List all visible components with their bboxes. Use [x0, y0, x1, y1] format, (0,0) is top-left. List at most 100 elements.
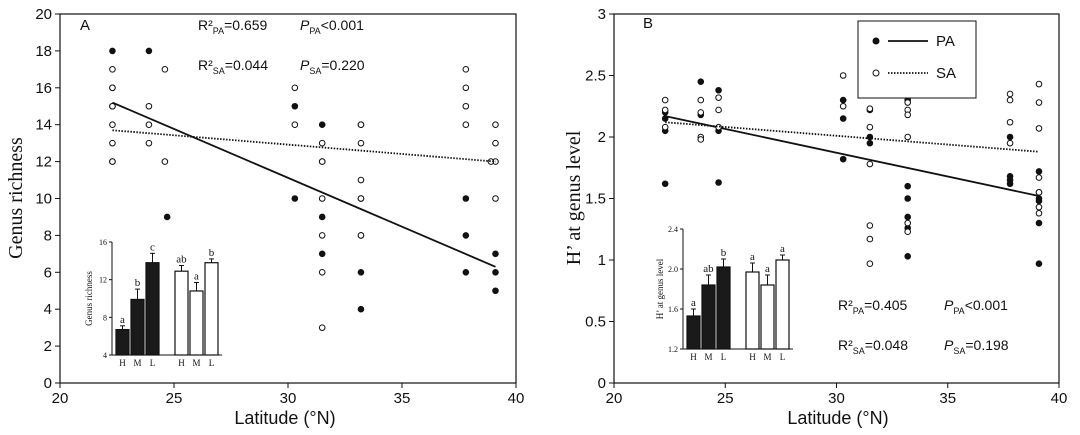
- panel-a-series-pa-point: [110, 48, 116, 54]
- panel-b-legend-label: SA: [936, 65, 956, 82]
- panel-a-series-pa-point: [358, 306, 364, 312]
- panel-a-series-sa-point: [463, 103, 469, 109]
- panel-a-inset-bar: [131, 299, 144, 355]
- panel-a-series-pa-point: [319, 251, 325, 257]
- panel-a-inset-x-tick-label: H: [178, 358, 185, 368]
- panel-a-series-sa-point: [110, 67, 116, 73]
- panel-b-legend-marker: [873, 70, 879, 76]
- panel-b-x-tick-label: 25: [717, 390, 734, 407]
- panel-b-inset-sig-letter: a: [691, 297, 696, 309]
- panel-a-y-tick-label: 18: [35, 43, 52, 60]
- panel-b-plot: 20 25 30 35 40 0 0.5 1 1.5 2 2.5 3 R²PA=0.405 PPA<0.0…: [585, 6, 1067, 407]
- panel-b-inset-x-tick-label: H: [749, 352, 756, 362]
- panel-b-x-tick-label: 30: [828, 390, 845, 407]
- panel-b-y-tick-label: 1.5: [585, 191, 606, 208]
- panel-a: 20 25 30 35 40 0 2 4 6 8 10 12 14 16 18 20 R²PA=0.659 PPA…: [5, 6, 524, 428]
- panel-a-inset-bar: [175, 271, 188, 355]
- panel-a-y-tick-label: 10: [35, 191, 52, 208]
- panel-b-legend-marker: [873, 38, 879, 44]
- panel-b-stat-r2: R²SA=0.048: [838, 337, 908, 356]
- panel-a-series-pa-point: [292, 196, 298, 202]
- panel-a-inset-x-tick-label: L: [150, 358, 156, 368]
- panel-b-series-sa-point: [905, 112, 911, 118]
- panel-b-series-pa-point: [698, 79, 704, 85]
- panel-a-label: A: [80, 17, 90, 34]
- panel-b-series-sa-point: [905, 134, 911, 140]
- panel-b-inset-bar: [687, 316, 700, 349]
- panel-a-series-sa-point: [463, 67, 469, 73]
- panel-b-label: B: [643, 15, 653, 32]
- panel-a-series-pa-point: [463, 270, 469, 276]
- panel-a-series-sa-point: [493, 140, 499, 146]
- panel-a-series-sa-fit-line: [112, 130, 495, 161]
- panel-a-series-sa-point: [463, 122, 469, 128]
- panel-b: 20 25 30 35 40 0 0.5 1 1.5 2 2.5 3 R²PA=0.405 PPA<0.0…: [563, 6, 1067, 428]
- panel-b-legend-label: PA: [936, 33, 955, 50]
- panel-a-inset-sig-letter: ab: [176, 254, 187, 266]
- panel-b-series-sa-fit-line: [665, 122, 1039, 152]
- panel-b-series-sa-point: [1036, 81, 1042, 87]
- panel-a-y-axis-label: Genus richness: [5, 137, 27, 259]
- panel-a-series-pa-point: [164, 214, 170, 220]
- panel-a-series-sa-point: [493, 196, 499, 202]
- panel-a-y-tick-label: 8: [44, 227, 52, 244]
- panel-a-inset-y-tick-label: 16: [99, 238, 107, 247]
- panel-b-inset-y-axis-label: H’ at genus level: [655, 258, 665, 319]
- panel-b-series-pa-point: [840, 156, 846, 162]
- panel-a-series-sa-point: [319, 325, 325, 331]
- panel-b-series-sa-point: [1007, 140, 1013, 146]
- panel-b-inset-sig-letter: ab: [703, 263, 714, 275]
- panel-b-inset-sig-letter: b: [721, 247, 727, 259]
- panel-a-y-tick-label: 2: [44, 338, 52, 355]
- panel-b-series-sa-point: [905, 100, 911, 106]
- panel-b-inset-bar: [717, 267, 730, 349]
- panel-b-series-sa-point: [698, 97, 704, 103]
- panel-b-inset-y-tick-label: 2.4: [668, 225, 678, 234]
- panel-b-series-sa-point: [698, 137, 704, 143]
- panel-a-series-pa-point: [493, 288, 499, 294]
- panel-b-series-pa-point: [905, 214, 911, 220]
- panel-a-inset-bar: [116, 330, 129, 355]
- panel-a-plot: 20 25 30 35 40 0 2 4 6 8 10 12 14 16 18 20 R²PA=0.659 PPA…: [35, 6, 524, 407]
- panel-b-series-pa-point: [867, 140, 873, 146]
- panel-b-legend: PA SA: [858, 21, 976, 98]
- panel-a-series-sa-point: [493, 122, 499, 128]
- panel-b-series-pa-point: [1036, 220, 1042, 226]
- panel-a-series-pa-point: [493, 251, 499, 257]
- panel-b-y-tick-label: 3: [598, 6, 606, 23]
- panel-a-y-tick-label: 6: [44, 264, 52, 281]
- panel-a-series-sa-point: [110, 85, 116, 91]
- panel-a-series-sa-point: [358, 196, 364, 202]
- panel-b-y-tick-label: 2: [598, 129, 606, 146]
- panel-b-series-pa-point: [1036, 261, 1042, 267]
- panel-a-series-sa-point: [162, 159, 168, 165]
- panel-b-plot-frame: [614, 14, 1059, 383]
- panel-b-inset-y-tick-label: 1.6: [668, 305, 678, 314]
- panel-a-y-tick-label: 16: [35, 80, 52, 97]
- panel-b-series-pa-point: [840, 97, 846, 103]
- panel-a-plot-frame: [60, 14, 516, 383]
- panel-b-inset-bar: [702, 285, 715, 349]
- panel-b-series-pa-point: [905, 196, 911, 202]
- panel-a-series-sa-point: [319, 159, 325, 165]
- panel-a-x-axis-label: Latitude (°N): [234, 408, 335, 428]
- panel-a-inset-x-tick-label: L: [209, 358, 215, 368]
- panel-a-x-tick-label: 30: [280, 390, 297, 407]
- panel-a-y-tick-label: 4: [44, 301, 52, 318]
- panel-a-series-sa-point: [110, 140, 116, 146]
- panel-a-series-sa-point: [319, 196, 325, 202]
- panel-b-series-sa-point: [867, 236, 873, 242]
- panel-a-series-sa-point: [146, 103, 152, 109]
- panel-b-inset: 1.2 1.6 2.0 2.4 H’ at genus level a Hab Mb La Ha M…: [655, 225, 793, 362]
- panel-b-y-tick-label: 0.5: [585, 314, 606, 331]
- panel-a-stat-p: PSA=0.220: [300, 57, 365, 76]
- panel-a-series-sa-point: [319, 233, 325, 239]
- panel-a-series-sa-point: [110, 122, 116, 128]
- panel-b-inset-bar: [746, 272, 759, 349]
- panel-b-series-sa-point: [1007, 119, 1013, 125]
- panel-a-series-pa-point: [319, 122, 325, 128]
- panel-b-series-sa-point: [840, 73, 846, 79]
- panel-a-series-sa-point: [162, 67, 168, 73]
- panel-a-series-sa-point: [110, 103, 116, 109]
- panel-b-series-sa-point: [867, 106, 873, 112]
